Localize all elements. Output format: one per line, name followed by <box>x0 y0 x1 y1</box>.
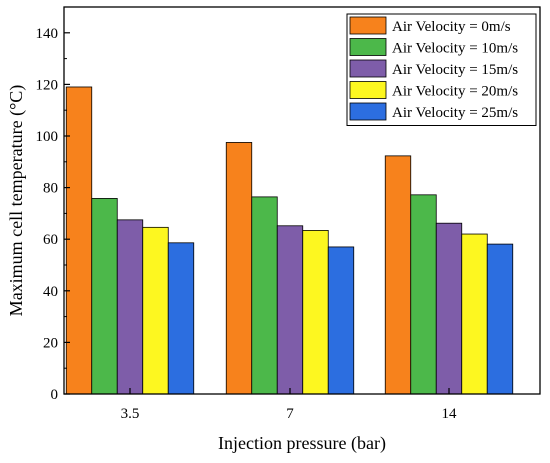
y-tick-label: 80 <box>43 181 58 197</box>
y-axis: 0 20 40 60 80 100 120 140 <box>36 26 70 403</box>
bar-3-3.5 <box>116 219 144 395</box>
legend-swatch <box>349 38 387 56</box>
x-tick-label: 14 <box>442 406 458 422</box>
bar-2-14 <box>410 194 437 395</box>
y-tick-label: 140 <box>36 26 59 42</box>
legend-label: Air Velocity = 25m/s <box>392 105 518 121</box>
y-axis-title: Maximum cell temperature (°C) <box>6 85 27 317</box>
bar-3-14 <box>435 222 463 395</box>
x-tick-label: 7 <box>286 406 294 422</box>
y-tick-label: 60 <box>43 232 58 248</box>
y-tick-label: 120 <box>36 77 59 93</box>
legend-swatch <box>349 16 387 35</box>
bar-3-7 <box>276 225 304 395</box>
bar-2-3.5 <box>91 198 118 395</box>
plot-frame <box>63 6 541 395</box>
bar-2-7 <box>251 196 278 395</box>
bar-4-3.5 <box>142 226 169 395</box>
legend-label: Air Velocity = 0m/s <box>392 19 511 35</box>
bar-1-14 <box>384 155 412 395</box>
legend-swatch <box>349 81 387 99</box>
y-tick-label: 0 <box>51 387 59 403</box>
legend: Air Velocity = 0m/s Air Velocity = 10m/s A… <box>346 13 537 126</box>
bar-1-7 <box>225 142 253 395</box>
bar-4-14 <box>461 233 488 395</box>
legend-label: Air Velocity = 10m/s <box>392 41 518 57</box>
legend-label: Air Velocity = 15m/s <box>392 62 518 78</box>
bars-layer <box>65 86 514 395</box>
y-tick-label: 40 <box>43 284 58 300</box>
x-axis: 3.5 7 14 <box>121 388 457 422</box>
bar-4-7 <box>302 230 329 395</box>
y-tick-label: 20 <box>43 335 58 351</box>
bar-5-3.5 <box>167 242 195 395</box>
legend-label: Air Velocity = 20m/s <box>392 84 518 100</box>
legend-swatch <box>349 102 387 121</box>
bar-1-3.5 <box>65 86 93 395</box>
x-tick-label: 3.5 <box>121 406 140 422</box>
x-axis-title: Injection pressure (bar) <box>218 433 386 454</box>
bar-5-7 <box>327 246 355 395</box>
legend-swatch <box>349 59 387 78</box>
y-tick-label: 100 <box>36 129 59 145</box>
bar-5-14 <box>486 243 514 395</box>
